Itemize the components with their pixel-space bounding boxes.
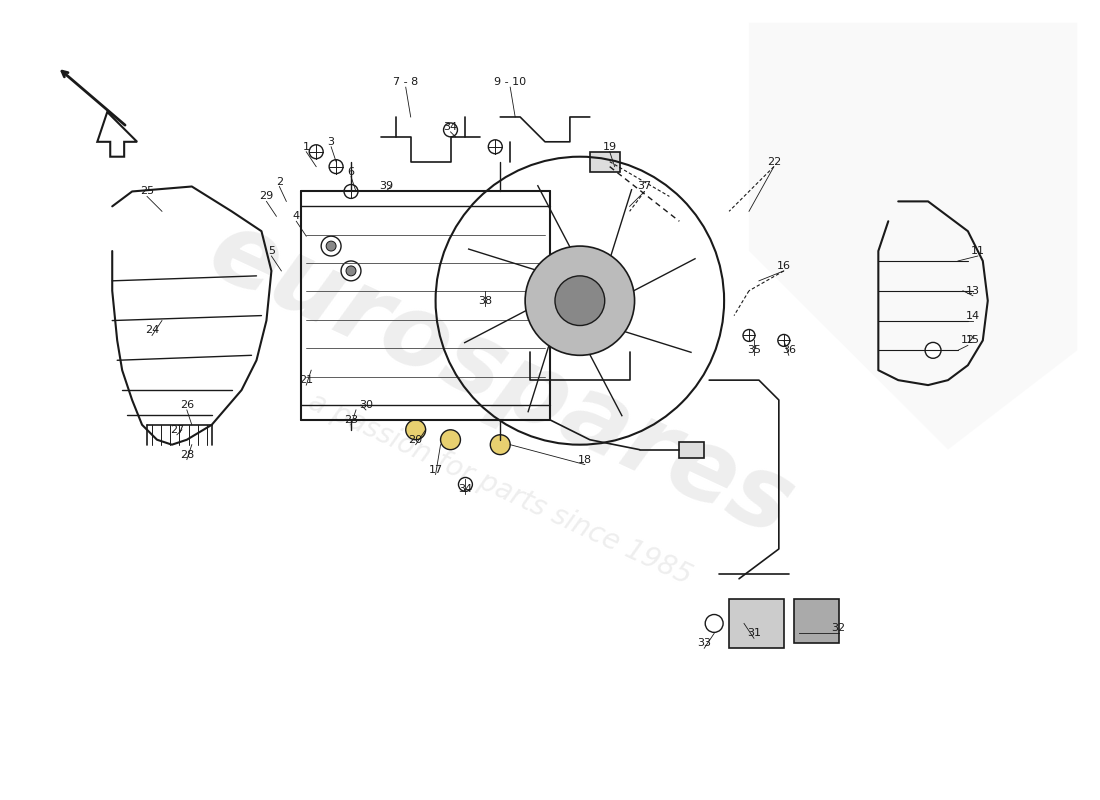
Text: 21: 21 (299, 375, 314, 385)
Polygon shape (749, 22, 1077, 450)
Text: 20: 20 (408, 434, 422, 445)
Circle shape (459, 478, 472, 491)
Text: 1: 1 (302, 142, 310, 152)
Text: 17: 17 (429, 465, 442, 474)
Text: 19: 19 (603, 142, 617, 152)
Circle shape (326, 241, 337, 251)
Text: 4: 4 (293, 211, 300, 222)
Text: 35: 35 (747, 346, 761, 355)
Text: 3: 3 (328, 137, 334, 147)
Text: 25: 25 (140, 186, 154, 197)
Text: 39: 39 (378, 182, 393, 191)
Text: 22: 22 (767, 157, 781, 166)
Circle shape (341, 261, 361, 281)
Text: a passion for parts since 1985: a passion for parts since 1985 (305, 388, 696, 590)
Text: 38: 38 (478, 296, 493, 306)
Circle shape (742, 330, 755, 342)
Text: 24: 24 (145, 326, 160, 335)
Circle shape (329, 160, 343, 174)
Circle shape (488, 140, 503, 154)
Circle shape (544, 266, 615, 335)
Text: 6: 6 (348, 166, 354, 177)
Text: eurospares: eurospares (194, 202, 807, 558)
Polygon shape (729, 598, 784, 648)
Text: 18: 18 (578, 454, 592, 465)
Circle shape (925, 342, 940, 358)
Circle shape (705, 614, 723, 632)
Circle shape (344, 185, 358, 198)
Circle shape (321, 236, 341, 256)
Circle shape (525, 246, 635, 355)
Text: 32: 32 (832, 623, 846, 634)
Text: 33: 33 (697, 638, 712, 648)
Text: 23: 23 (344, 415, 359, 425)
Text: 14: 14 (966, 310, 980, 321)
Text: 30: 30 (359, 400, 373, 410)
Text: 34: 34 (459, 484, 473, 494)
Circle shape (556, 276, 605, 326)
Text: 12: 12 (960, 335, 975, 346)
Polygon shape (97, 112, 138, 157)
Circle shape (346, 266, 356, 276)
Circle shape (441, 430, 461, 450)
Polygon shape (590, 152, 619, 171)
Text: 26: 26 (179, 400, 194, 410)
Circle shape (406, 420, 426, 440)
Text: 2: 2 (276, 177, 283, 186)
Polygon shape (794, 598, 838, 643)
Text: 29: 29 (260, 191, 274, 202)
Text: 13: 13 (966, 286, 980, 296)
Text: 36: 36 (782, 346, 795, 355)
Polygon shape (680, 442, 704, 458)
Text: 9 - 10: 9 - 10 (494, 78, 526, 87)
Circle shape (309, 145, 323, 158)
Text: 16: 16 (777, 261, 791, 271)
Text: 27: 27 (169, 425, 184, 434)
Text: 5: 5 (268, 246, 275, 256)
Circle shape (491, 434, 510, 454)
Text: 37: 37 (638, 182, 651, 191)
Text: 11: 11 (971, 246, 984, 256)
Circle shape (778, 334, 790, 346)
Text: 7 - 8: 7 - 8 (393, 78, 418, 87)
Circle shape (443, 123, 458, 137)
Text: 28: 28 (179, 450, 194, 460)
Text: 15: 15 (966, 335, 980, 346)
Text: 34: 34 (443, 122, 458, 132)
Text: 31: 31 (747, 628, 761, 638)
